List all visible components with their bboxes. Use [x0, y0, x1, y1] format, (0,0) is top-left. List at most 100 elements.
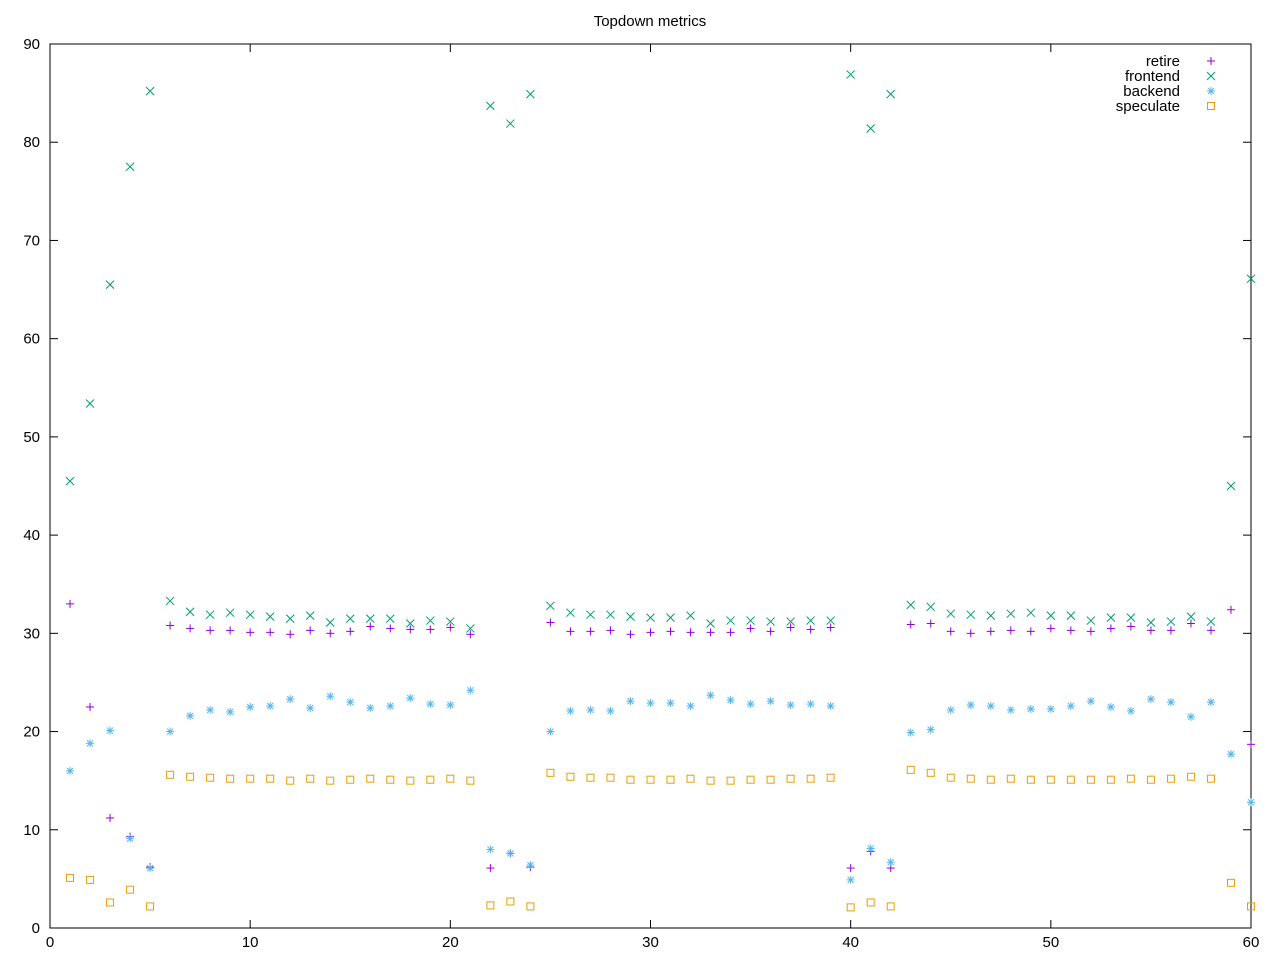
marker-stroke	[105, 280, 115, 289]
marker-stroke	[1207, 102, 1215, 110]
backend-point	[1166, 698, 1175, 707]
marker-stroke	[226, 774, 235, 783]
marker-stroke	[1186, 772, 1195, 781]
marker-stroke	[666, 775, 675, 784]
backend-point	[326, 692, 335, 701]
marker-stroke	[926, 602, 936, 612]
marker-stroke	[806, 616, 815, 625]
marker-stroke	[526, 89, 535, 99]
frontend-point	[966, 610, 976, 620]
frontend-point	[385, 614, 395, 623]
y-tick-label: 40	[23, 527, 40, 544]
marker-stroke	[366, 704, 374, 712]
marker-stroke	[1086, 775, 1095, 784]
y-tick-label: 70	[23, 232, 40, 249]
speculate-point	[746, 775, 755, 784]
backend-point	[926, 725, 935, 734]
marker-stroke	[847, 876, 855, 884]
marker-stroke	[726, 616, 735, 625]
marker-stroke	[1007, 706, 1015, 714]
frontend-point	[1006, 609, 1016, 619]
retire-point	[326, 629, 335, 638]
marker-stroke	[326, 692, 334, 700]
x-tick-label: 50	[1042, 934, 1059, 951]
marker-stroke	[967, 701, 975, 709]
frontend-point	[1046, 611, 1056, 621]
marker-stroke	[646, 775, 655, 784]
retire-point	[566, 627, 575, 636]
marker-stroke	[1207, 698, 1215, 706]
marker-stroke	[526, 902, 535, 911]
marker-stroke	[1067, 702, 1075, 710]
frontend-point	[465, 624, 475, 633]
backend-point	[486, 845, 495, 854]
marker-stroke	[547, 728, 554, 735]
marker-stroke	[746, 775, 755, 784]
retire-point	[366, 622, 375, 631]
marker-stroke	[806, 774, 815, 783]
marker-stroke	[486, 901, 495, 910]
marker-stroke	[506, 897, 515, 906]
marker-stroke	[667, 699, 674, 707]
marker-stroke	[325, 618, 335, 627]
marker-stroke	[466, 776, 475, 785]
marker-stroke	[1227, 750, 1235, 758]
backend-point	[1206, 698, 1215, 707]
retire-point	[746, 624, 755, 633]
retire-point	[1086, 627, 1095, 636]
marker-stroke	[867, 845, 875, 852]
retire-point	[826, 623, 835, 632]
marker-stroke	[1066, 775, 1075, 784]
marker-stroke	[987, 702, 995, 710]
legend-marker-backend	[1207, 87, 1215, 95]
backend-point	[86, 739, 95, 748]
marker-stroke	[666, 613, 675, 622]
backend-point	[1106, 703, 1115, 711]
speculate-point	[306, 774, 315, 783]
marker-stroke	[265, 612, 275, 621]
marker-stroke	[1026, 608, 1036, 618]
marker-stroke	[1046, 611, 1056, 621]
marker-stroke	[706, 619, 715, 628]
frontend-point	[1026, 608, 1036, 618]
backend-point	[366, 703, 375, 712]
marker-stroke	[186, 772, 195, 781]
marker-stroke	[125, 162, 135, 172]
marker-stroke	[926, 768, 935, 777]
retire-point	[586, 627, 595, 636]
speculate-point	[446, 774, 455, 783]
speculate-point	[846, 903, 855, 912]
backend-point	[106, 726, 115, 735]
frontend-point	[1166, 617, 1176, 626]
marker-stroke	[586, 610, 595, 620]
backend-point	[1086, 697, 1095, 706]
backend-point	[126, 834, 135, 843]
frontend-point	[85, 399, 95, 408]
marker-stroke	[426, 775, 435, 784]
backend-point	[466, 686, 475, 695]
marker-stroke	[445, 617, 455, 626]
speculate-point	[226, 774, 235, 783]
marker-stroke	[846, 70, 856, 79]
marker-stroke	[607, 707, 614, 715]
marker-stroke	[546, 768, 555, 777]
speculate-point	[106, 898, 115, 907]
marker-stroke	[386, 775, 395, 784]
marker-stroke	[405, 619, 415, 628]
backend-point	[1046, 704, 1055, 713]
marker-stroke	[166, 770, 175, 779]
marker-stroke	[646, 613, 655, 622]
frontend-point	[706, 619, 715, 628]
backend-point	[646, 699, 655, 708]
marker-stroke	[1166, 774, 1175, 783]
frontend-point	[105, 280, 115, 289]
marker-stroke	[567, 707, 574, 715]
speculate-point	[1206, 774, 1215, 783]
speculate-point	[66, 873, 75, 882]
marker-stroke	[146, 902, 155, 911]
speculate-point	[266, 774, 275, 783]
legend-label-frontend: frontend	[1125, 68, 1180, 85]
marker-stroke	[85, 399, 95, 408]
speculate-point	[526, 902, 535, 911]
x-tick-label: 10	[242, 934, 259, 951]
